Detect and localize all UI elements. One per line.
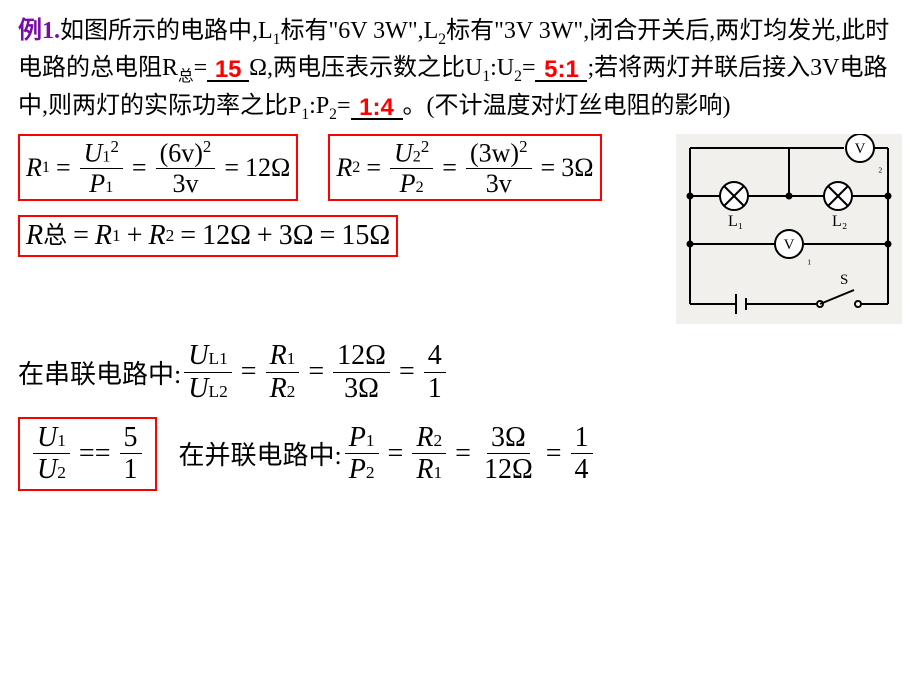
blank-r-total: 15 [207, 56, 249, 82]
example-label: 例1. [18, 18, 60, 44]
eq-r1-box: R1 = U12 P1 = (6v)2 3v = 12Ω [18, 134, 298, 201]
v1-sub: ₁ [807, 250, 812, 265]
l2-label: L₂ [832, 213, 847, 230]
eq-r2-box: R2 = U22 P2 = (3w)2 3v = 3Ω [328, 134, 601, 201]
problem-statement: 例1.如图所示的电路中,L1标有"6V 3W",L2标有"3V 3W",闭合开关… [18, 14, 902, 126]
eq-parallel-ratio: 在并联电路中: P1 P2 = R2 R1 = 3Ω 12Ω = 1 4 [179, 423, 596, 485]
v2-icon: V [855, 141, 866, 157]
solution-row-1: R1 = U12 P1 = (6v)2 3v = 12Ω R2 = U2 [18, 134, 902, 329]
l1-label: L₁ [728, 213, 743, 230]
v2-sub: ₂ [878, 158, 883, 173]
blank-p-ratio: 1:4 [351, 94, 403, 120]
switch-label: S [840, 272, 848, 288]
eq-series-ratio: 在串联电路中: UL1 UL2 = R1 R2 = 12Ω 3Ω = 4 1 [18, 341, 902, 403]
blank-u-ratio: 5:1 [535, 56, 587, 82]
eq-rtotal-box: R总 = R1 + R2 = 12Ω + 3Ω = 15Ω [18, 215, 398, 257]
circuit-diagram: V ₂ V ₁ L₁ L₂ S [676, 134, 902, 329]
eq-u-ratio-box: U1 U2 == 5 1 [18, 417, 157, 491]
v1-icon: V [784, 237, 795, 253]
